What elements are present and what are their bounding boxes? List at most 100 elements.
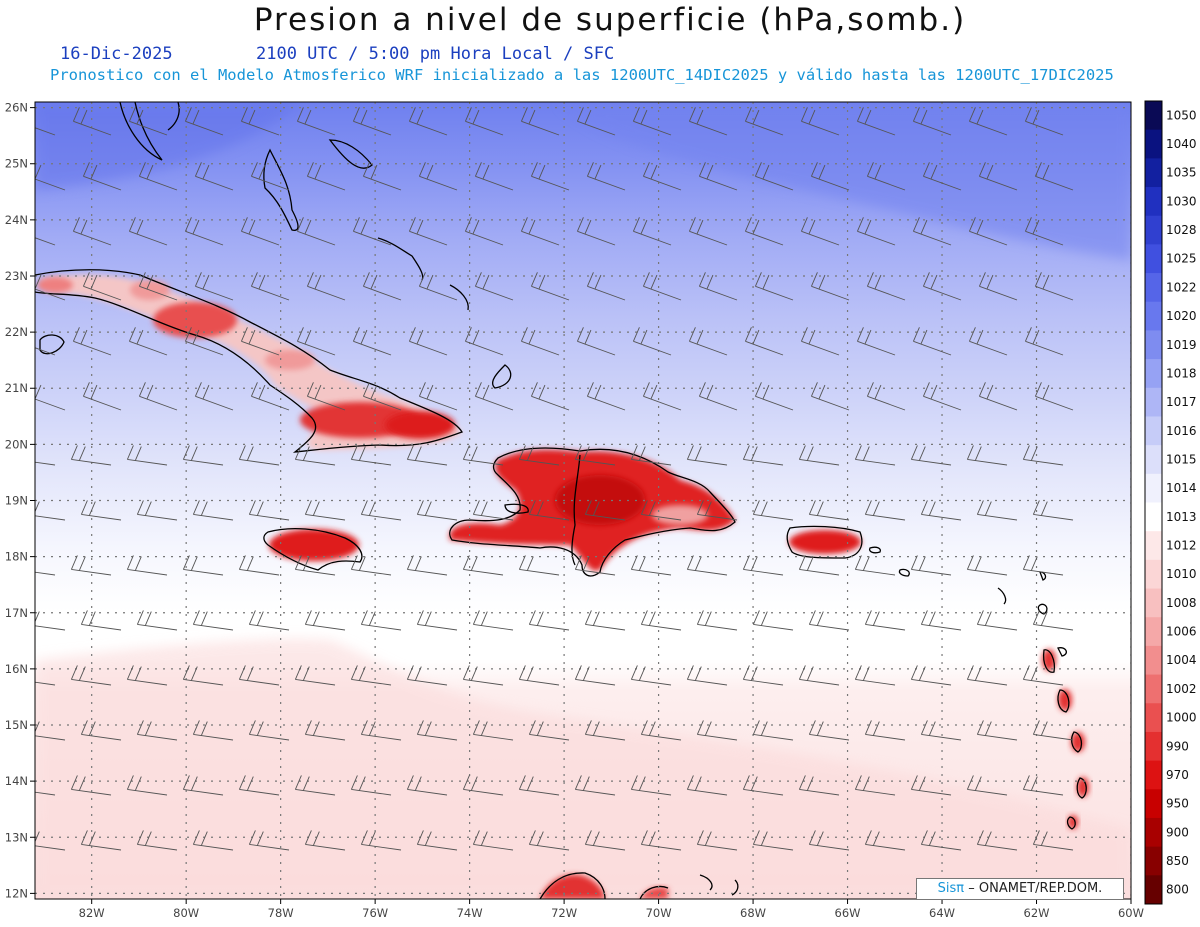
wind-barb (138, 162, 178, 191)
lon-label: 64W (929, 906, 955, 920)
colorbar-label: 1019 (1166, 338, 1197, 352)
lat-label: 17N (5, 606, 28, 620)
wind-barb (966, 555, 1008, 576)
lat-label: 18N (5, 550, 28, 564)
wind-barb (810, 272, 850, 301)
colorbar-label: 1008 (1166, 596, 1197, 610)
wind-barb (296, 217, 336, 246)
wind-barb (520, 327, 560, 356)
wind-barb (250, 272, 290, 301)
wind-barb (306, 162, 346, 191)
wind-barb (856, 327, 896, 356)
wind-barb (642, 382, 682, 411)
lat-label: 26N (5, 101, 28, 115)
wind-barb (80, 720, 122, 741)
colorbar-swatch (1145, 588, 1162, 618)
colorbar-swatch (1145, 445, 1162, 475)
wind-barb (182, 775, 224, 796)
wind-barb (966, 445, 1008, 466)
wind-barb (464, 327, 504, 356)
wind-barb (910, 555, 952, 576)
wind-barb (698, 162, 738, 191)
wind-barb (362, 382, 402, 411)
wind-barb (854, 445, 896, 466)
wind-barb (978, 162, 1018, 191)
lon-label: 68W (740, 906, 766, 920)
wind-barb (754, 162, 794, 191)
map-title: Presion a nivel de superficie (hPa,somb.… (253, 2, 967, 38)
wind-barb (696, 500, 738, 521)
wind-barb (920, 500, 962, 521)
lat-label: 23N (5, 269, 28, 283)
wind-barb (640, 500, 682, 521)
wind-barb (574, 775, 616, 796)
colorbar-swatch (1145, 617, 1162, 647)
colorbar-swatch (1145, 473, 1162, 503)
wind-barb (296, 107, 336, 136)
wind-barb (744, 217, 784, 246)
lat-label: 15N (5, 718, 28, 732)
wind-barb (968, 327, 1008, 356)
wind-barb (864, 500, 906, 521)
wind-barb (1034, 272, 1074, 301)
colorbar-label: 990 (1166, 739, 1189, 753)
colorbar-label: 850 (1166, 854, 1189, 868)
lon-label: 78W (268, 906, 294, 920)
wind-barb (184, 107, 224, 136)
wind-barb (35, 347, 56, 356)
wind-barb (35, 127, 56, 136)
lon-label: 82W (79, 906, 105, 920)
wind-barb (518, 555, 560, 576)
wind-barb (800, 327, 840, 356)
wind-barb (294, 665, 336, 686)
lat-label: 20N (5, 437, 28, 451)
wind-barb (528, 720, 570, 741)
wind-barb (72, 327, 112, 356)
wind-barb (462, 445, 504, 466)
colorbar-label: 1015 (1166, 452, 1197, 466)
wind-barb (584, 500, 626, 521)
colorbar-swatch (1145, 158, 1162, 188)
wind-barb (800, 217, 840, 246)
wind-barb (408, 327, 448, 356)
wind-barb (70, 665, 112, 686)
lat-label: 14N (5, 774, 28, 788)
wind-barb (1034, 162, 1074, 191)
colorbar-swatch (1145, 359, 1162, 389)
wind-barb (418, 162, 458, 191)
wind-barb (798, 665, 840, 686)
wind-barb (864, 610, 906, 631)
wind-barb (360, 610, 402, 631)
lon-label: 80W (173, 906, 199, 920)
colorbar-swatch (1145, 817, 1162, 848)
wind-barb (754, 382, 794, 411)
wind-barb (530, 162, 570, 191)
wind-barb (688, 327, 728, 356)
wind-barb (250, 382, 290, 411)
forecast-date: 16-Dic-2025 (60, 44, 173, 64)
colorbar-label: 1000 (1166, 711, 1197, 725)
wind-barb (1034, 382, 1074, 411)
wind-barb (912, 107, 952, 136)
wind-barb (70, 445, 112, 466)
wind-barb (72, 217, 112, 246)
wind-barb (136, 720, 178, 741)
wind-barb (462, 775, 504, 796)
wind-barb (744, 327, 784, 356)
wind-barb (632, 107, 672, 136)
colorbar-label: 1006 (1166, 625, 1197, 639)
colorbar-swatch (1145, 502, 1162, 532)
wind-barb (192, 610, 234, 631)
wind-barb (922, 382, 962, 411)
wind-barb (968, 107, 1008, 136)
colorbar-swatch (1145, 387, 1162, 417)
wind-barb (698, 382, 738, 411)
colorbar-swatch (1145, 559, 1162, 590)
wind-barb (304, 500, 346, 521)
wind-barbs (35, 107, 1074, 851)
wind-barb (1032, 500, 1074, 521)
wind-barb (978, 382, 1018, 411)
wind-barb (472, 610, 514, 631)
wind-barb (472, 830, 514, 851)
wind-barb (528, 500, 570, 521)
